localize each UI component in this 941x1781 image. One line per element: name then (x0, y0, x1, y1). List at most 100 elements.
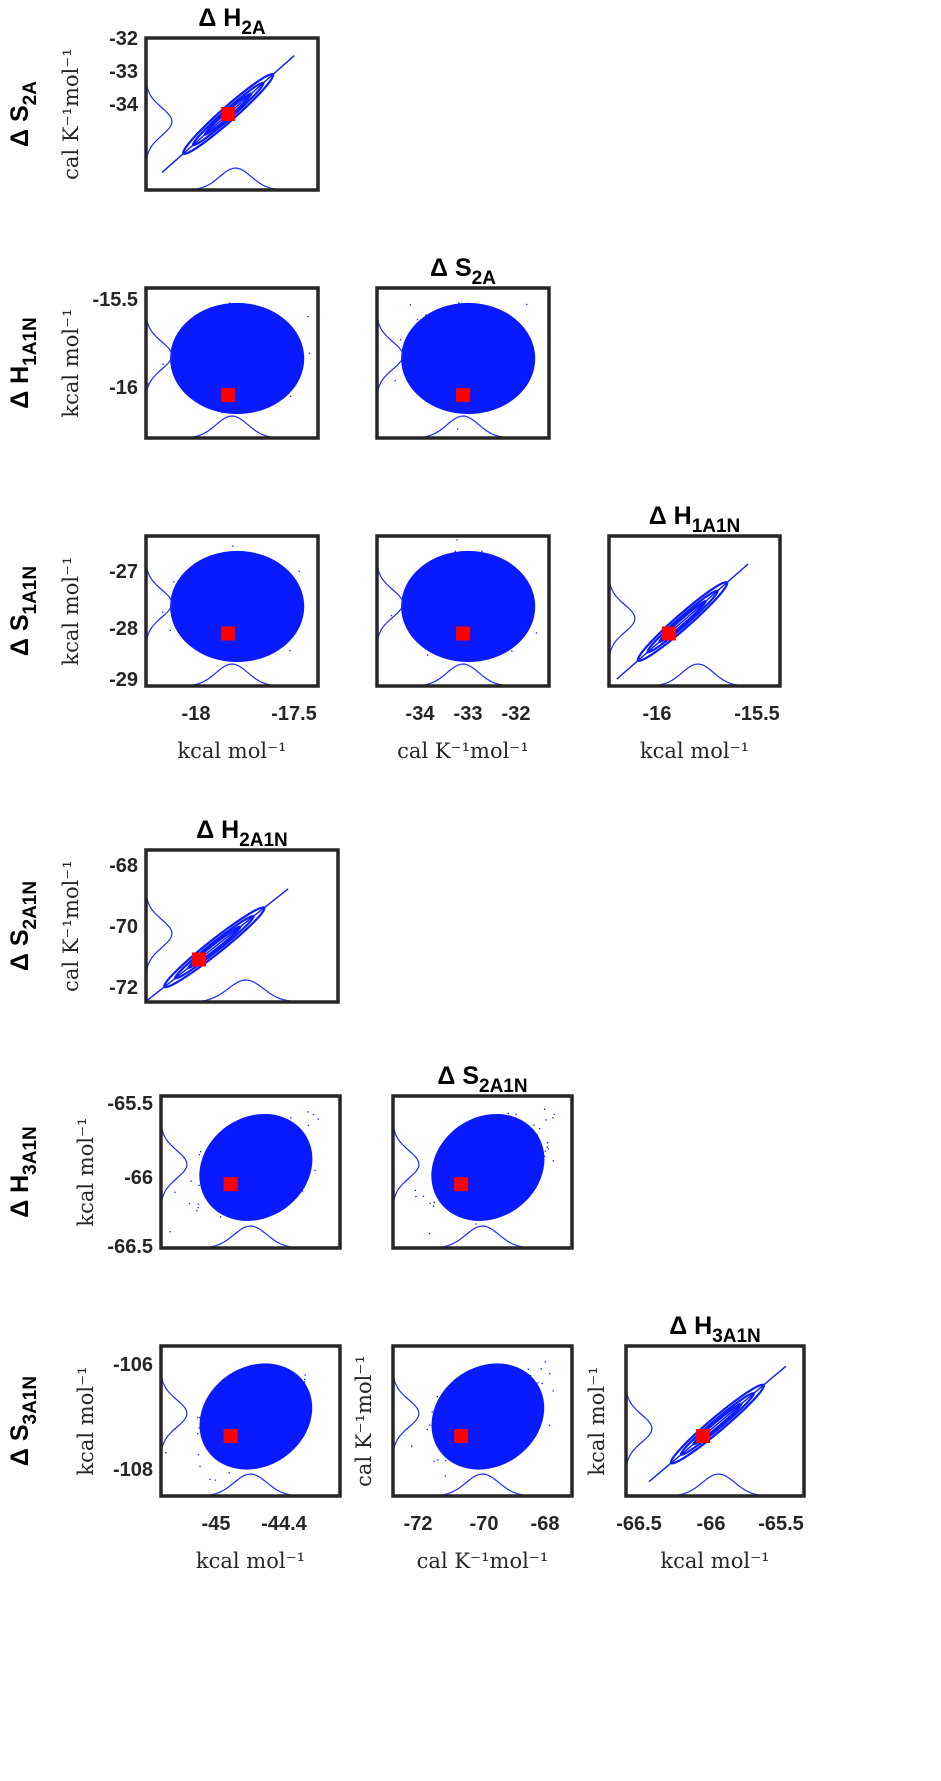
sample-point (552, 1117, 554, 1119)
sample-point (215, 619, 217, 621)
sample-point (260, 314, 262, 316)
sample-point (486, 371, 489, 374)
sample-point (473, 1163, 475, 1165)
sample-point (471, 1429, 473, 1432)
sample-point (247, 1411, 250, 1413)
sample-point (298, 614, 300, 617)
sample-point (454, 584, 456, 587)
sample-point (477, 1398, 479, 1400)
sample-point (236, 1195, 238, 1197)
sample-point (517, 1390, 519, 1392)
sample-point (458, 1423, 460, 1426)
sample-point (454, 1167, 456, 1169)
sample-point (472, 1399, 474, 1401)
sample-point (454, 380, 456, 382)
sample-point (493, 1183, 495, 1185)
sample-point (458, 302, 460, 304)
sample-point (207, 342, 209, 344)
sample-point (428, 565, 430, 567)
sample-point (480, 1154, 483, 1157)
sample-point (445, 1406, 447, 1408)
sample-point (271, 611, 274, 613)
sample-point (451, 1175, 453, 1177)
sample-point (250, 582, 253, 584)
panel-frame (144, 286, 320, 440)
sample-point (443, 336, 446, 339)
y-tick-label: -16 (109, 377, 138, 399)
sample-point (225, 623, 227, 625)
sample-point (244, 611, 247, 613)
sample-point (295, 1424, 297, 1426)
sample-point (450, 647, 452, 649)
sample-point (477, 604, 480, 606)
sample-point (489, 572, 491, 574)
sample-point (466, 328, 468, 331)
sample-point (486, 1445, 488, 1448)
sample-point (481, 550, 483, 552)
sample-point (247, 1429, 249, 1431)
sample-point (261, 1441, 263, 1443)
sample-point (469, 1183, 471, 1185)
sample-point (235, 357, 237, 359)
sample-point (478, 1195, 480, 1197)
sample-point (261, 1163, 264, 1165)
sample-point (509, 612, 511, 614)
sample-point (452, 390, 454, 392)
sample-point (288, 1129, 290, 1131)
sample-point (414, 1189, 416, 1191)
sample-point (281, 1167, 283, 1170)
sample-point (260, 1172, 262, 1174)
sample-point (261, 1405, 263, 1407)
sample-point (246, 338, 248, 341)
sample-point (535, 1141, 537, 1143)
sample-point (499, 1164, 501, 1166)
sample-point (470, 369, 472, 371)
sample-point (217, 399, 220, 402)
sample-point (437, 386, 440, 388)
sample-point (415, 357, 417, 359)
sample-point (477, 1403, 479, 1405)
sample-point (505, 583, 507, 585)
sample-point (257, 1194, 259, 1197)
sample-point (244, 1418, 246, 1420)
sample-point (240, 394, 242, 396)
sample-point (239, 614, 241, 616)
panel-frame (391, 1094, 574, 1250)
sample-point (255, 567, 257, 570)
sample-point (257, 341, 259, 343)
sample-point (235, 377, 237, 379)
y-tick-label: -29 (109, 669, 138, 691)
sample-point (248, 627, 250, 629)
sample-point (210, 309, 212, 311)
sample-point (277, 1406, 279, 1408)
sample-point (236, 326, 239, 328)
sample-point (495, 1146, 497, 1148)
sample-point (274, 1162, 276, 1165)
sample-point (288, 1385, 290, 1388)
marginal-y-curve (609, 536, 636, 686)
sample-point (438, 604, 440, 606)
sample-point (279, 1174, 281, 1176)
sample-point (422, 1195, 425, 1197)
sample-point (210, 1165, 213, 1167)
sample-point (477, 376, 479, 378)
sample-point (265, 351, 267, 353)
sample-point (252, 1179, 254, 1181)
sample-point (522, 1182, 524, 1184)
x-tick-label: -72 (404, 1513, 433, 1535)
sample-point (487, 1159, 490, 1161)
sample-point (228, 334, 230, 336)
sample-point (252, 1408, 254, 1411)
sample-point (222, 623, 224, 626)
sample-point (466, 334, 468, 336)
sample-point (250, 1153, 252, 1156)
sample-point (246, 1202, 248, 1204)
sample-point (461, 350, 464, 353)
sample-point (501, 1167, 503, 1169)
sample-point (252, 363, 254, 365)
sample-point (222, 350, 224, 353)
sample-point (229, 379, 231, 381)
sample-point (258, 1175, 261, 1177)
sample-point (544, 1150, 547, 1152)
sample-point (494, 351, 496, 353)
